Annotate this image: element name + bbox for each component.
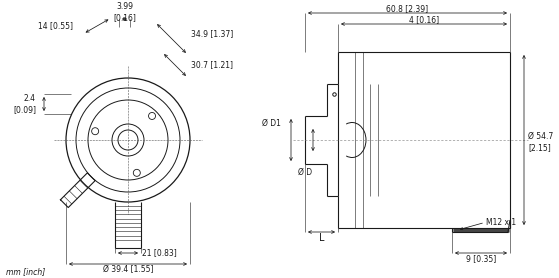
Text: 2.4
[0.09]: 2.4 [0.09] xyxy=(13,94,36,114)
Text: 34.9 [1.37]: 34.9 [1.37] xyxy=(191,29,233,38)
Text: 4 [0.16]: 4 [0.16] xyxy=(409,16,439,24)
Text: Ø D1: Ø D1 xyxy=(262,118,281,128)
Text: Ø 54.7
[2.15]: Ø 54.7 [2.15] xyxy=(528,132,553,152)
Text: 30.7 [1.21]: 30.7 [1.21] xyxy=(191,61,233,70)
Text: 21 [0.83]: 21 [0.83] xyxy=(141,249,177,257)
Text: M12 x 1: M12 x 1 xyxy=(486,218,516,227)
Text: Ø 39.4 [1.55]: Ø 39.4 [1.55] xyxy=(103,265,153,274)
Text: Ø D: Ø D xyxy=(298,168,312,177)
Text: 3.99
[0.16]: 3.99 [0.16] xyxy=(113,2,136,22)
Text: 9 [0.35]: 9 [0.35] xyxy=(466,254,496,264)
Text: mm [inch]: mm [inch] xyxy=(6,267,45,277)
Text: L: L xyxy=(319,233,324,243)
Text: 60.8 [2.39]: 60.8 [2.39] xyxy=(386,4,429,14)
Text: 14 [0.55]: 14 [0.55] xyxy=(38,21,73,31)
